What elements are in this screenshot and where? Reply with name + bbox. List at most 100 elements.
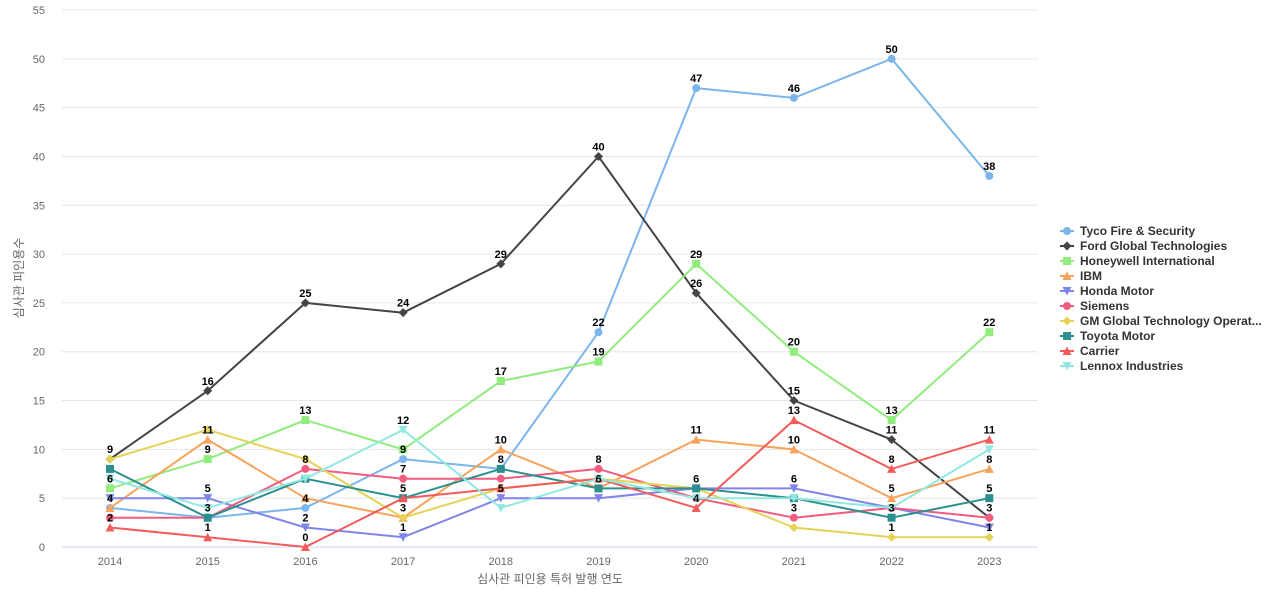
data-point bbox=[399, 455, 408, 464]
data-point bbox=[594, 474, 603, 484]
series-line bbox=[109, 262, 991, 490]
data-label: 3 bbox=[889, 503, 895, 515]
series-line bbox=[109, 428, 991, 509]
legend-label: IBM bbox=[1080, 269, 1102, 283]
x-tick-label: 2015 bbox=[195, 556, 219, 568]
legend-item: Honda Motor bbox=[1060, 284, 1154, 298]
legend-swatch-marker bbox=[1063, 227, 1071, 235]
legend-label: Ford Global Technologies bbox=[1080, 239, 1227, 253]
data-label: 25 bbox=[299, 288, 311, 300]
data-label: 3 bbox=[986, 503, 992, 515]
data-point bbox=[887, 435, 897, 445]
data-point bbox=[789, 444, 799, 454]
data-label: 26 bbox=[690, 278, 702, 290]
data-point bbox=[106, 484, 114, 493]
data-point bbox=[105, 474, 115, 484]
y-tick-label: 10 bbox=[33, 444, 45, 456]
data-point bbox=[691, 503, 701, 512]
data-point bbox=[789, 522, 799, 532]
data-label: 47 bbox=[690, 73, 702, 85]
data-point bbox=[300, 493, 310, 503]
data-point bbox=[887, 513, 896, 522]
data-label: 1 bbox=[205, 522, 211, 534]
data-point bbox=[496, 503, 506, 513]
data-label: 46 bbox=[788, 83, 800, 95]
y-tick-label: 30 bbox=[33, 249, 45, 261]
legend-swatch-marker bbox=[1062, 316, 1072, 326]
series-2 bbox=[106, 259, 994, 493]
y-tick-label: 35 bbox=[33, 200, 45, 212]
data-point bbox=[106, 513, 114, 522]
data-point bbox=[301, 416, 310, 425]
data-label: 11 bbox=[983, 425, 995, 437]
data-point bbox=[984, 445, 994, 454]
series-layer bbox=[105, 54, 994, 551]
data-label: 5 bbox=[400, 483, 406, 495]
y-tick-label: 20 bbox=[33, 347, 45, 359]
data-label: 3 bbox=[400, 503, 406, 515]
data-point bbox=[691, 494, 701, 503]
data-label: 13 bbox=[299, 405, 311, 417]
x-axis-title: 심사관 피인용 특허 발행 연도 bbox=[477, 571, 623, 586]
data-point bbox=[985, 328, 994, 337]
data-label: 4 bbox=[107, 493, 114, 505]
data-label: 13 bbox=[788, 405, 800, 417]
legend-swatch-marker bbox=[1063, 332, 1071, 340]
data-label: 5 bbox=[889, 483, 895, 495]
data-label: 6 bbox=[107, 473, 113, 485]
y-tick-label: 5 bbox=[39, 493, 45, 505]
series-9 bbox=[105, 425, 994, 513]
data-label: 40 bbox=[592, 141, 604, 153]
data-point bbox=[105, 522, 115, 532]
data-point bbox=[789, 415, 799, 425]
data-point bbox=[984, 435, 994, 444]
data-label: 9 bbox=[205, 444, 211, 456]
data-label: 6 bbox=[595, 473, 601, 485]
data-label: 11 bbox=[202, 425, 214, 437]
series-line bbox=[109, 419, 991, 548]
y-tick-label: 15 bbox=[33, 396, 45, 408]
y-tick-label: 55 bbox=[33, 5, 45, 17]
data-label: 22 bbox=[983, 317, 995, 329]
x-tick-label: 2023 bbox=[977, 556, 1001, 568]
legend-label: Siemens bbox=[1080, 299, 1130, 313]
y-tick-label: 25 bbox=[33, 298, 45, 310]
data-point bbox=[300, 474, 310, 484]
data-point bbox=[399, 474, 408, 483]
data-point bbox=[789, 484, 799, 493]
data-label: 15 bbox=[788, 386, 800, 398]
data-point bbox=[300, 298, 310, 308]
data-label: 8 bbox=[595, 454, 601, 466]
data-label: 50 bbox=[885, 44, 897, 56]
data-label: 6 bbox=[791, 473, 797, 485]
data-point bbox=[692, 84, 701, 93]
data-label: 8 bbox=[986, 454, 992, 466]
data-label: 13 bbox=[885, 405, 897, 417]
data-label: 19 bbox=[592, 346, 604, 358]
data-point bbox=[203, 532, 213, 542]
data-point bbox=[398, 533, 408, 542]
legend-swatch-marker bbox=[1062, 287, 1072, 296]
series-line bbox=[109, 467, 991, 519]
data-label: 8 bbox=[498, 454, 504, 466]
data-point bbox=[594, 357, 603, 366]
legend-label: Honda Motor bbox=[1080, 284, 1154, 298]
data-point bbox=[985, 494, 994, 503]
x-tick-label: 2018 bbox=[489, 556, 513, 568]
x-tick-label: 2017 bbox=[391, 556, 415, 568]
legend-label: Carrier bbox=[1080, 344, 1120, 358]
data-label: 29 bbox=[690, 249, 702, 261]
legend-swatch-marker bbox=[1063, 257, 1071, 265]
data-point bbox=[594, 484, 603, 493]
series-1 bbox=[105, 151, 994, 523]
x-tick-label: 2022 bbox=[879, 556, 903, 568]
y-tick-label: 0 bbox=[39, 542, 45, 554]
data-point bbox=[789, 347, 798, 356]
data-label: 7 bbox=[400, 464, 406, 476]
data-point bbox=[496, 474, 505, 483]
data-label-layer: 9642161195312513842024129753129171085402… bbox=[107, 44, 995, 544]
data-point bbox=[496, 494, 506, 503]
data-point bbox=[203, 435, 213, 444]
